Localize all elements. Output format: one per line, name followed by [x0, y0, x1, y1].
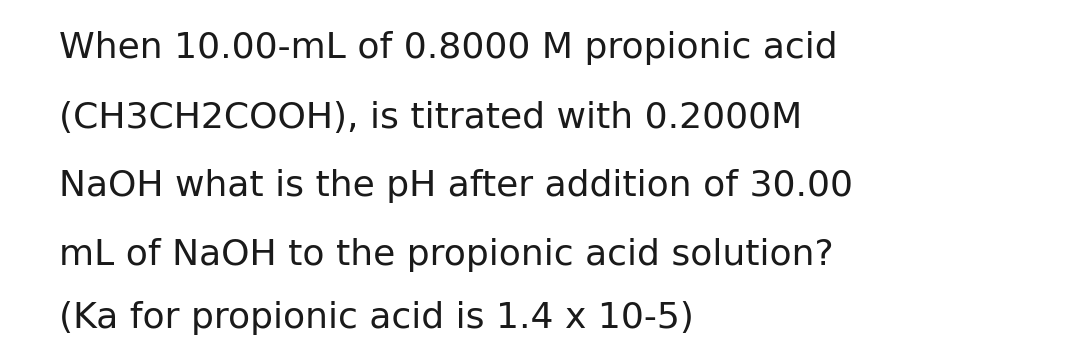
- Text: NaOH what is the pH after addition of 30.00: NaOH what is the pH after addition of 30…: [59, 169, 853, 203]
- Text: mL of NaOH to the propionic acid solution?: mL of NaOH to the propionic acid solutio…: [59, 238, 834, 272]
- Text: When 10.00-mL of 0.8000 M propionic acid: When 10.00-mL of 0.8000 M propionic acid: [59, 31, 838, 65]
- Text: (CH3CH2COOH), is titrated with 0.2000M: (CH3CH2COOH), is titrated with 0.2000M: [59, 101, 802, 135]
- Text: (Ka for propionic acid is 1.4 x 10-5): (Ka for propionic acid is 1.4 x 10-5): [59, 301, 694, 335]
